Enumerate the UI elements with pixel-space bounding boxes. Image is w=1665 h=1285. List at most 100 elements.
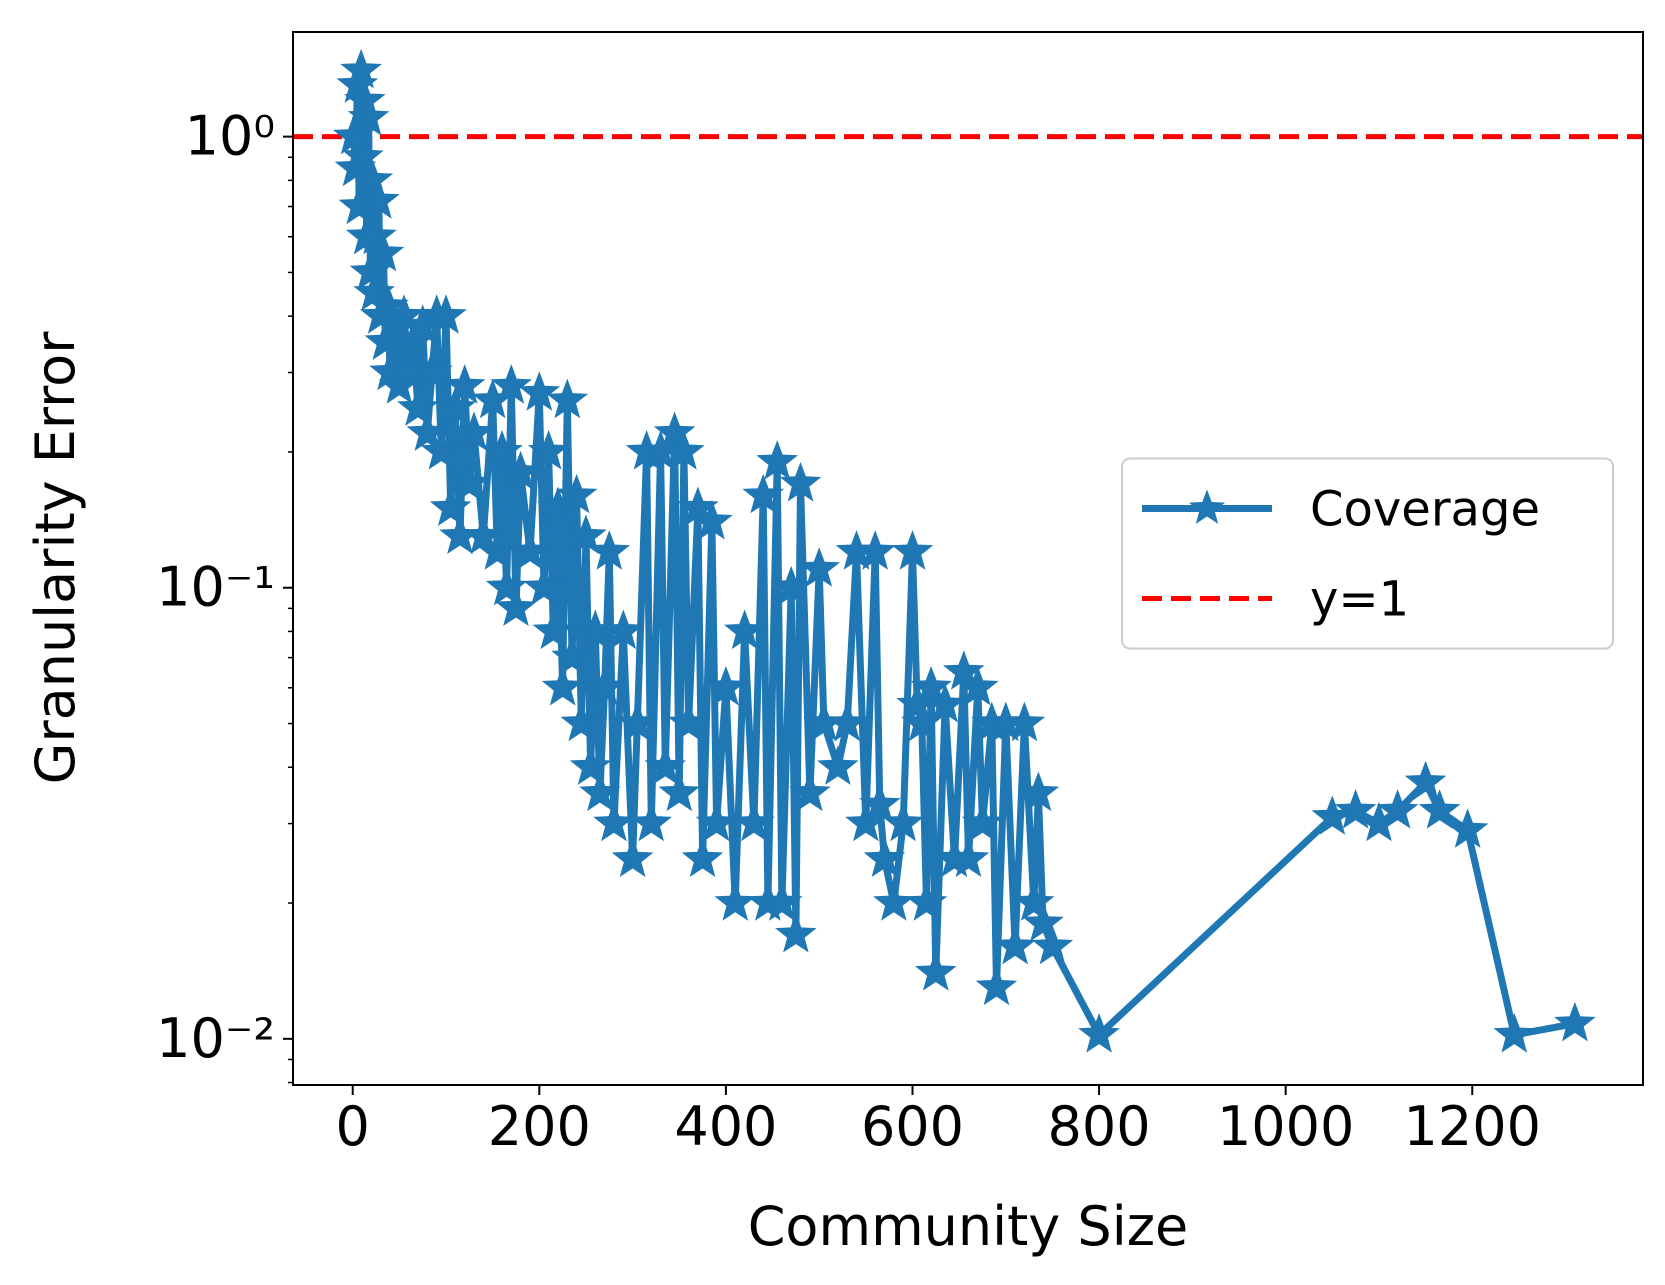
y-tick-label: 10⁰ [185,105,275,168]
data-point [681,837,724,878]
data-point [826,701,869,742]
data-point [942,650,985,690]
data-point [1376,789,1419,829]
data-point [924,683,966,723]
data-point [527,430,570,470]
data-point [761,881,803,921]
x-tick-label: 800 [1048,1095,1151,1158]
data-point [1418,789,1461,829]
data-point [859,783,901,823]
x-tick-label: 400 [674,1095,777,1158]
data-point [462,514,505,555]
data-point [523,565,565,606]
plot-area [293,48,1643,1053]
data-point [1493,1013,1536,1053]
data-point [579,771,621,812]
data-point [742,473,785,514]
data-point [770,565,813,606]
y-tick-label: 10⁻¹ [156,556,275,619]
data-point [1012,881,1055,921]
data-point [873,881,915,921]
data-point [947,837,990,878]
data-point [347,96,390,136]
data-point [434,386,477,426]
data-point [1446,808,1489,848]
data-point [443,364,486,404]
data-point [630,801,672,842]
x-axis-label: Community Size [748,1195,1189,1258]
y-tick-label: 10⁻² [156,1007,275,1070]
data-point [905,881,948,921]
x-tick-label: 1000 [1217,1095,1354,1158]
data-point [644,745,687,785]
data-point [756,440,799,480]
data-point [994,924,1036,965]
data-point [588,530,630,570]
x-tick-label: 600 [861,1095,964,1158]
data-point [602,609,645,650]
data-point [555,473,598,514]
data-point [914,951,957,991]
data-point [854,530,896,570]
data-point [705,665,747,706]
data-point [616,701,659,742]
x-tick-label: 1200 [1404,1095,1541,1158]
data-point [723,609,766,650]
data-point [1078,1013,1120,1053]
data-point [956,665,999,706]
data-point [490,364,533,404]
data-point [789,771,831,812]
data-point [733,801,775,842]
data-point [551,635,593,676]
data-point [546,378,589,419]
data-point [495,586,537,626]
data-point [663,430,705,470]
data-point [340,48,382,89]
data-point [1017,771,1060,812]
x-tick-label: 0 [336,1095,370,1158]
data-point [448,461,491,502]
y-axis-label: Granularity Error [24,331,87,785]
data-point [411,350,453,391]
data-point [481,430,523,470]
data-point [593,801,635,842]
data-point [532,609,575,650]
data-point [509,530,551,570]
data-point [351,158,394,198]
data-point [349,250,392,291]
data-point [1031,924,1074,965]
data-point [420,430,463,470]
data-point [541,665,584,706]
legend-marker [1188,489,1226,524]
data-point [429,486,472,527]
data-point [1404,760,1447,801]
data-point [453,411,495,451]
data-point [358,179,400,219]
data-point [653,411,696,451]
data-point [714,881,757,921]
x-tick-label: 200 [488,1095,591,1158]
data-point [1334,789,1377,829]
data-point [961,801,1004,842]
data-point [518,371,561,411]
data-point [910,665,952,706]
data-point [891,530,934,570]
plot-frame [292,31,1644,1086]
data-point [779,461,822,502]
legend-label: y=1 [1310,572,1409,628]
data-point [569,745,612,785]
data-point [817,745,859,785]
data-point [583,665,626,706]
data-point [845,801,887,842]
data-point [355,214,397,255]
data-point [1003,701,1046,742]
data-point [485,565,528,606]
data-point [406,411,449,451]
data-point [658,771,700,812]
data-point [775,913,817,953]
data-point [975,965,1018,1006]
data-point [332,114,375,155]
data-point [691,499,733,540]
data-point [362,231,405,272]
data-point [695,801,738,842]
